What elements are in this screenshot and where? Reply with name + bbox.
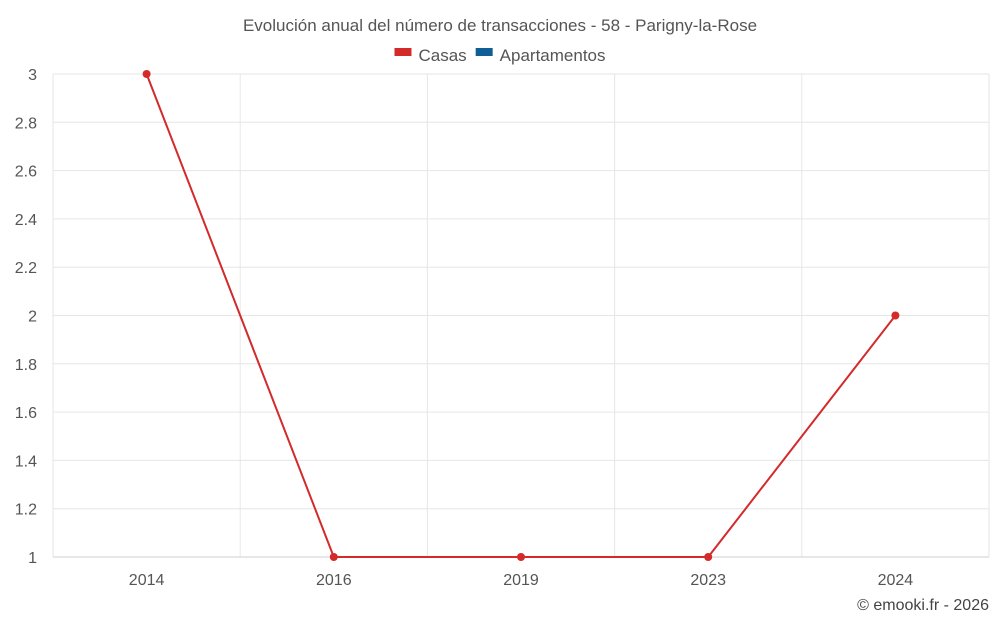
series-layer (142, 70, 900, 561)
data-point[interactable] (517, 553, 525, 561)
y-axis: 1 1.2 1.4 1.6 1.8 2 2.2 2.4 2.6 2.8 3 (15, 67, 37, 567)
data-point[interactable] (329, 553, 338, 561)
chart-title: Evolución anual del número de transaccio… (243, 16, 757, 35)
legend-label: Casas (418, 46, 466, 65)
legend-item-casas[interactable]: Casas (394, 46, 467, 65)
legend: Casas Apartamentos (394, 46, 606, 65)
legend-item-apartamentos[interactable]: Apartamentos (475, 46, 606, 65)
credit-text: © emooki.fr - 2026 (857, 597, 989, 614)
y-tick-label: 1.6 (15, 405, 37, 422)
data-point[interactable] (142, 70, 151, 78)
y-tick-label: 1.8 (15, 357, 37, 374)
y-tick-label: 2.8 (15, 115, 37, 132)
y-tick-label: 1.4 (15, 453, 37, 470)
x-tick-label: 2014 (129, 572, 165, 589)
y-tick-label: 1 (28, 550, 37, 567)
y-tick-label: 2 (28, 309, 37, 326)
data-point[interactable] (704, 553, 713, 561)
legend-label: Apartamentos (500, 46, 606, 65)
y-tick-label: 1.2 (15, 502, 37, 519)
y-tick-label: 3 (28, 67, 37, 84)
y-tick-label: 2.4 (15, 212, 37, 229)
legend-swatch (475, 48, 493, 56)
x-tick-label: 2019 (503, 572, 539, 589)
data-point[interactable] (891, 311, 900, 320)
legend-swatch (394, 48, 412, 56)
grid (52, 73, 990, 558)
x-tick-label: 2023 (690, 572, 726, 589)
y-tick-label: 2.6 (15, 164, 37, 181)
x-tick-label: 2016 (316, 572, 352, 589)
y-tick-label: 2.2 (15, 260, 37, 277)
x-tick-label: 2024 (878, 572, 914, 589)
x-axis: 2014 2016 2019 2023 2024 (53, 556, 989, 589)
